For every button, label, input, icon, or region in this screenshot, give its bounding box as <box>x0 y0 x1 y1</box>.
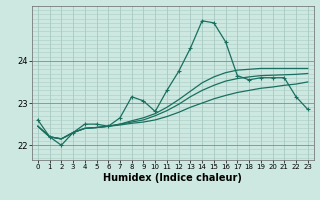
X-axis label: Humidex (Indice chaleur): Humidex (Indice chaleur) <box>103 173 242 183</box>
